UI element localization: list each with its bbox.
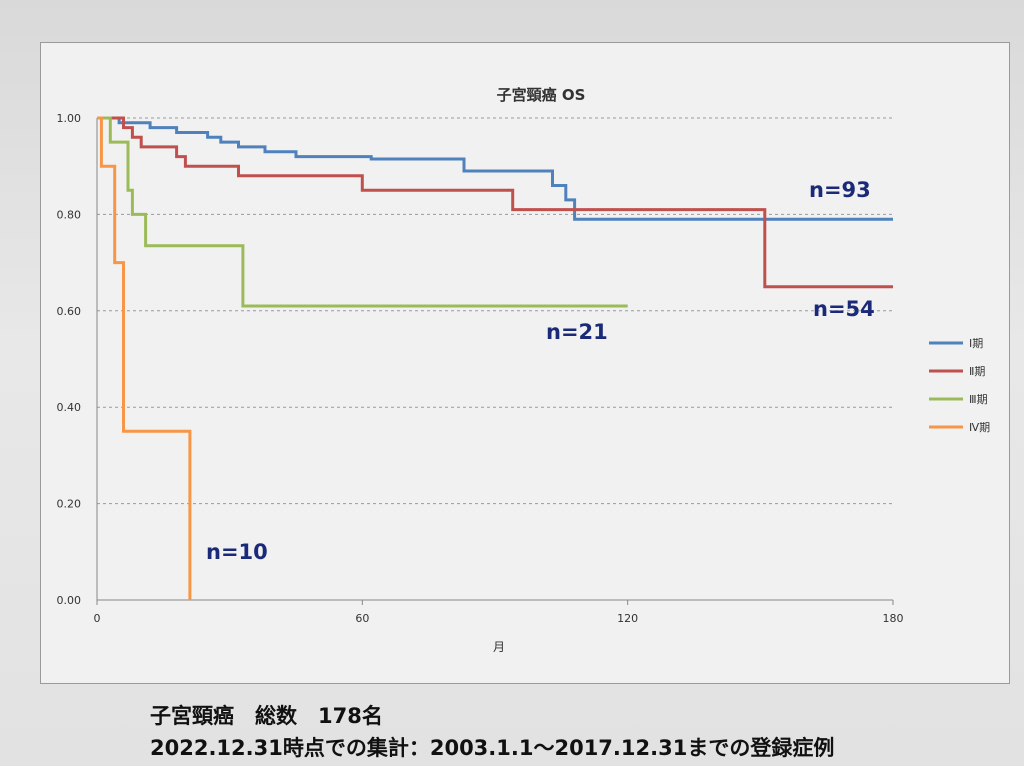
survival-chart: 子宮頸癌 OS 0.00 0.20 0.40 0.60 0.80 1.00 0 60 120 180… [57, 86, 991, 654]
x-tick-label: 180 [883, 612, 904, 625]
y-tick-label: 0.00 [57, 594, 82, 607]
count-label-2: n=54 [813, 297, 875, 321]
legend-label-1: Ⅰ期 [969, 337, 983, 350]
series-line-1 [97, 116, 893, 221]
series-line-3 [97, 116, 628, 308]
y-tick-label: 0.80 [57, 208, 82, 221]
x-tick-label: 60 [355, 612, 369, 625]
count-label-3: n=21 [546, 320, 608, 344]
x-tick-label: 0 [94, 612, 101, 625]
y-tick-label: 0.20 [57, 498, 82, 511]
legend-label-3: Ⅲ期 [969, 393, 988, 406]
count-label-1: n=93 [809, 178, 871, 202]
y-tick-label: 0.60 [57, 305, 82, 318]
y-tick-label: 1.00 [57, 112, 82, 125]
x-axis-label: 月 [493, 640, 505, 654]
x-tick-label: 120 [617, 612, 638, 625]
count-label-4: n=10 [206, 540, 268, 564]
chart-title: 子宮頸癌 OS [497, 86, 586, 104]
legend-label-2: Ⅱ期 [969, 365, 985, 378]
chart-frame: 子宮頸癌 OS 0.00 0.20 0.40 0.60 0.80 1.00 0 60 120 180… [40, 42, 1010, 684]
series-line-4 [97, 116, 192, 600]
footer-summary: 子宮頸癌 総数 178名 [150, 704, 383, 728]
legend-label-4: Ⅳ期 [969, 421, 990, 434]
y-tick-label: 0.40 [57, 401, 82, 414]
series-line-2 [97, 116, 893, 289]
footer-period: 2022.12.31時点での集計：2003.1.1～2017.12.31までの登… [150, 736, 835, 760]
